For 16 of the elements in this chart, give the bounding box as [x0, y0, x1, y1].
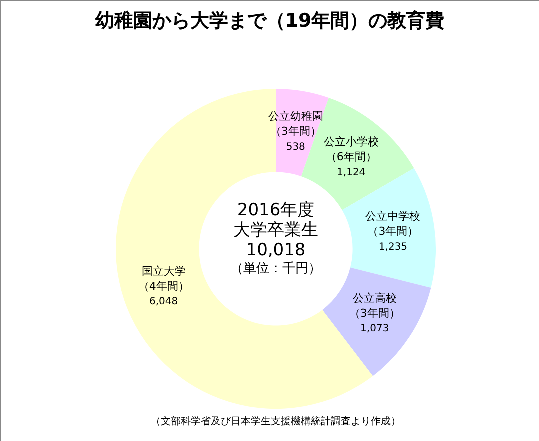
data-label: 1,124 [337, 167, 366, 178]
slice-label: 公立中学校（3年間） [366, 210, 421, 238]
text: 10,018 [246, 240, 306, 260]
text: （単位：千円） [230, 261, 322, 276]
slice-label: 公立高校（3年間） [349, 292, 400, 320]
chart-title: 幼稚園から大学まで（19年間）の教育費 [95, 10, 445, 32]
text: （文部科学省及び日本学生支援機構統計調査より作成） [151, 416, 401, 428]
data-label: 1,073 [360, 324, 390, 335]
slice-label: 国立大学（4年間） [138, 264, 190, 293]
data-label: 1,235 [378, 242, 408, 253]
slice-label: 公立幼稚園（3年間） [268, 110, 324, 138]
text: 大学卒業生 [234, 220, 318, 240]
slice-label: 公立小学校（6年間） [324, 136, 379, 164]
text: 2016年度 [237, 200, 315, 220]
data-label: 538 [286, 142, 306, 153]
data-label: 6,048 [150, 296, 178, 308]
